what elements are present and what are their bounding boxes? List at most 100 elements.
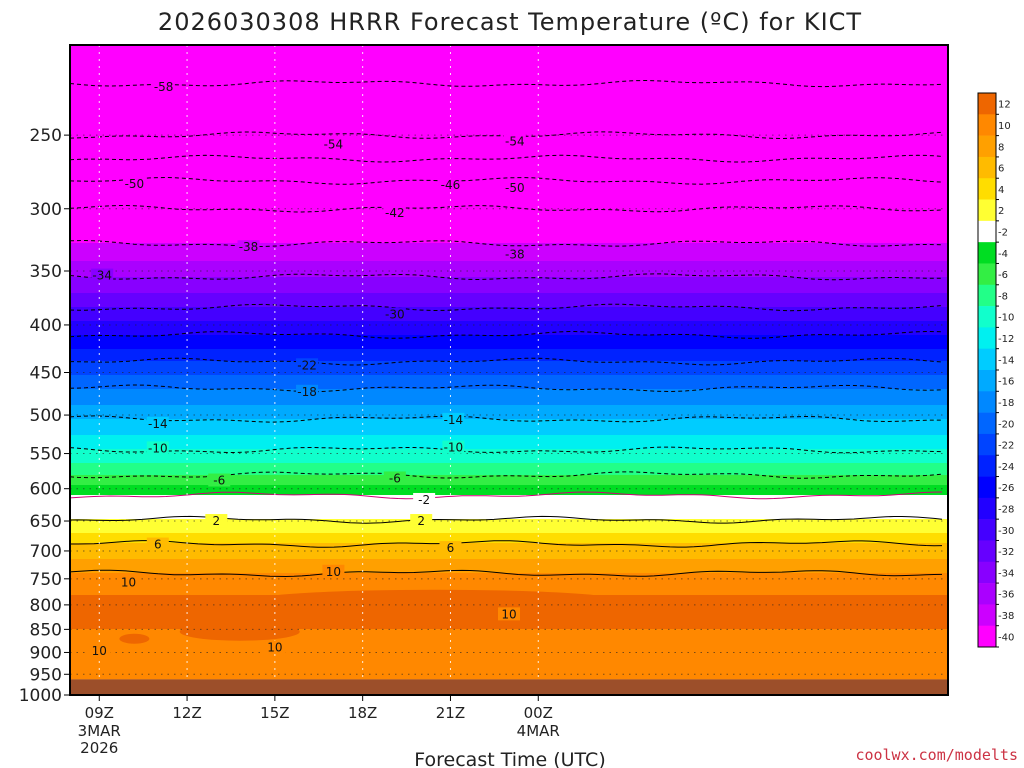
colorbar-tick-label: -8 <box>998 291 1008 302</box>
contour-label: 6 <box>154 538 162 552</box>
temperature-band <box>70 113 948 116</box>
temperature-band <box>70 503 948 506</box>
temperature-band <box>70 221 948 224</box>
temperature-band <box>70 123 948 126</box>
isotherm-line <box>69 415 942 423</box>
isotherm-line <box>69 569 943 578</box>
contour-label: -18 <box>297 385 317 399</box>
temperature-band <box>70 51 948 54</box>
temperature-band <box>70 317 948 320</box>
temperature-band <box>70 65 948 68</box>
temperature-band <box>70 205 948 208</box>
temperature-band <box>70 469 948 472</box>
temperature-band <box>70 509 948 512</box>
x-tick-label: 18Z <box>348 704 377 722</box>
contour-label: 10 <box>92 644 107 658</box>
temperature-band <box>70 659 948 662</box>
colorbar-tick-label: -26 <box>998 483 1014 494</box>
colorbar-tick-label: -40 <box>998 632 1014 643</box>
colorbar-swatch <box>978 412 996 435</box>
contour-label: -22 <box>297 358 317 372</box>
temperature-band <box>70 677 948 680</box>
colorbar-swatch <box>978 135 996 158</box>
temperature-band <box>70 147 948 150</box>
temperature-band <box>70 401 948 404</box>
temperature-band <box>70 361 948 364</box>
contour-label-bg <box>442 412 465 426</box>
x-axis-label: Forecast Time (UTC) <box>414 749 605 768</box>
temperature-band <box>70 557 948 560</box>
temperature-band <box>70 641 948 644</box>
isotherm-line <box>69 491 943 500</box>
temperature-band <box>70 399 948 402</box>
x-tick-label: 12Z <box>172 704 201 722</box>
colorbar-swatch <box>978 391 996 413</box>
colorbar-tick-label: -34 <box>998 568 1014 579</box>
temperature-band <box>70 539 948 542</box>
colorbar-tick-label: -10 <box>998 313 1014 324</box>
colorbar-tick-label: 12 <box>998 100 1011 111</box>
temperature-band <box>70 293 948 296</box>
y-tick-label: 600 <box>30 480 62 500</box>
temperature-band <box>70 527 948 530</box>
colorbar-swatch <box>978 519 996 541</box>
temperature-band <box>70 567 948 570</box>
temperature-band <box>70 589 948 592</box>
temperature-band <box>70 649 948 652</box>
temperature-band <box>70 631 948 634</box>
temperature-band <box>70 133 948 136</box>
temperature-band <box>70 169 948 172</box>
temperature-band <box>70 269 948 272</box>
temperature-band <box>70 175 948 178</box>
temperature-band <box>70 55 948 58</box>
contour-label-bg <box>146 441 169 455</box>
temperature-band <box>70 149 948 152</box>
temperature-band <box>70 61 948 64</box>
temperature-band <box>70 115 948 118</box>
temperature-band <box>70 463 948 466</box>
temperature-band <box>70 439 948 442</box>
temperature-band <box>70 197 948 200</box>
temperature-band <box>70 511 948 514</box>
temperature-band <box>70 541 948 544</box>
temperature-band <box>70 661 948 664</box>
contour-label-bg <box>322 564 345 578</box>
temperature-band <box>70 275 948 278</box>
contour-label: -46 <box>441 178 461 192</box>
temperature-band <box>70 245 948 248</box>
temperature-band <box>70 207 948 210</box>
temperature-band <box>70 125 948 128</box>
temperature-band <box>70 489 948 492</box>
temperature-band <box>70 569 948 572</box>
temperature-band <box>70 229 948 232</box>
temperature-band <box>70 485 948 488</box>
temperature-band <box>70 199 948 202</box>
temperature-band <box>70 299 948 302</box>
temperature-band <box>70 437 948 440</box>
temperature-band <box>70 111 948 114</box>
isotherm-line <box>69 357 943 366</box>
temperature-band <box>70 653 948 656</box>
temperature-band <box>70 193 948 196</box>
contour-label-bg <box>263 640 286 654</box>
temperature-band <box>70 533 948 536</box>
colorbar-tick-label: -32 <box>998 547 1014 558</box>
y-tick-label: 550 <box>30 445 62 465</box>
temperature-band <box>70 243 948 246</box>
temperature-band <box>70 525 948 528</box>
contour-label-bg <box>91 268 114 282</box>
temperature-band <box>70 117 948 120</box>
isotherm-line <box>69 471 943 479</box>
temperature-band <box>70 553 948 556</box>
colorbar-tick-label: 8 <box>998 142 1004 153</box>
temperature-band <box>70 497 948 500</box>
temperature-band <box>70 287 948 290</box>
temperature-band <box>70 341 948 344</box>
temperature-band <box>70 377 948 380</box>
contour-label-bg <box>237 240 260 254</box>
temperature-band <box>70 225 948 228</box>
temperature-band <box>70 365 948 368</box>
temperature-band <box>70 505 948 508</box>
temperature-band <box>70 353 948 356</box>
temperature-band <box>70 53 948 56</box>
